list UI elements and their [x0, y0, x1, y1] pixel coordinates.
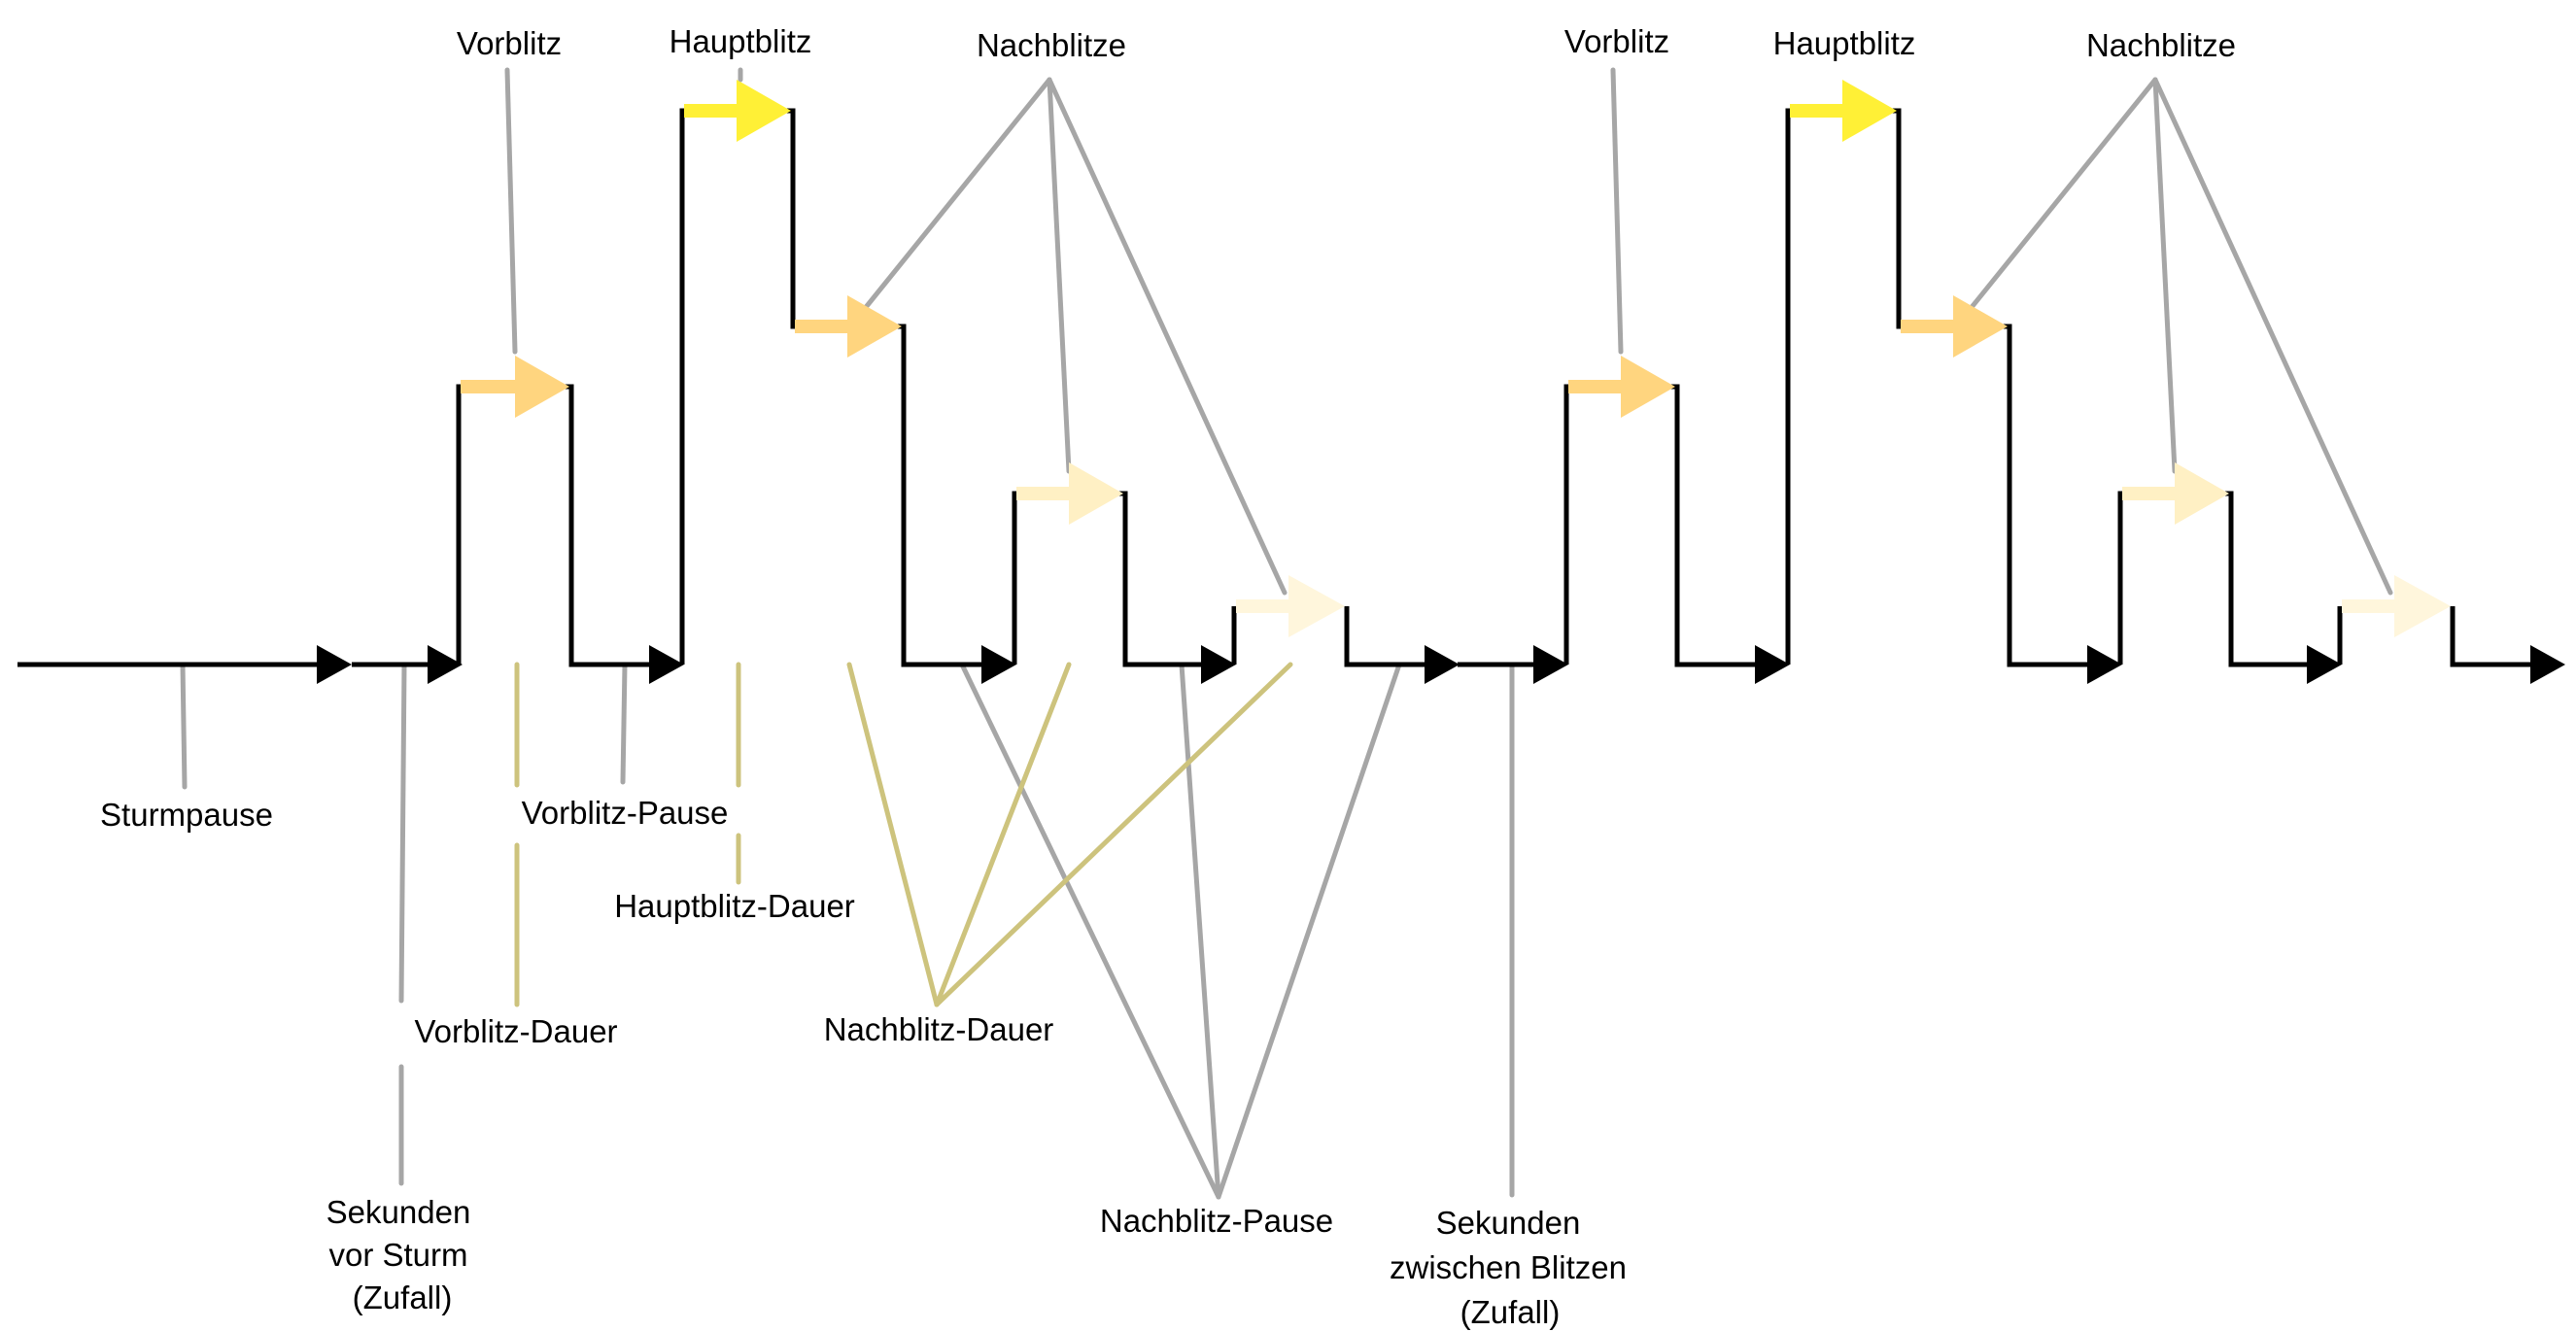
label-main-flash-1: Hauptblitz: [670, 23, 812, 59]
label-seconds-before-storm: Sekunden vor Sturm (Zufall): [326, 1194, 471, 1315]
label-pre-flash-2: Vorblitz: [1564, 23, 1669, 59]
label-line: vor Sturm: [328, 1237, 467, 1273]
leader-pre-flash-2: [1610, 67, 1624, 355]
label-main-flash-duration: Hauptblitz-Dauer: [614, 888, 855, 924]
after-flash-arrow: [795, 295, 902, 358]
after-flash-arrow: [2122, 462, 2229, 525]
main-flash-arrow: [1790, 80, 1897, 142]
after-flash-arrow: [2342, 575, 2451, 637]
labels: Vorblitz Hauptblitz Nachblitze Vorblitz …: [100, 23, 2236, 1330]
after-flash-arrow: [1901, 295, 2008, 358]
label-after-flash-duration: Nachblitz-Dauer: [824, 1011, 1054, 1047]
leader-after-flash-duration-a: [846, 662, 940, 1007]
leader-seconds-before-storm-a: [398, 662, 407, 1004]
label-storm-pause: Sturmpause: [100, 797, 273, 833]
leader-after-flashes-2-a: [1966, 77, 2158, 314]
label-line: (Zufall): [1460, 1294, 1561, 1330]
label-pre-flash-1: Vorblitz: [457, 25, 562, 61]
label-line: zwischen Blitzen: [1390, 1249, 1627, 1285]
signal-group-2-end: [2450, 606, 2546, 667]
leader-after-flash-pause-b: [1179, 662, 1221, 1200]
arrowhead: [428, 645, 463, 684]
arrowhead: [1533, 645, 1568, 684]
leader-lines-gray: [180, 67, 2393, 1200]
signal-group-1-main-flash: [679, 108, 997, 667]
main-flash-arrow: [684, 80, 791, 142]
flash-arrows: [461, 80, 2451, 637]
leader-storm-pause: [180, 662, 188, 790]
leader-after-flash-duration-c: [934, 662, 1293, 1007]
signal-group-1-end: [1344, 606, 1440, 667]
arrowhead: [2530, 645, 2565, 684]
arrowhead: [981, 645, 1016, 684]
signal-group-2-pre-flash: [1563, 384, 1769, 667]
leader-after-flash-pause-a: [959, 662, 1221, 1200]
leader-after-flashes-2-b: [2152, 77, 2178, 474]
label-line: Sekunden: [1436, 1205, 1581, 1241]
leader-lines-olive: [514, 662, 1293, 1007]
leader-after-flashes-1-a: [860, 77, 1052, 314]
signal-group-2-after-flash-2: [2117, 491, 2324, 667]
pre-flash-arrow: [461, 356, 569, 418]
label-after-flashes-1: Nachblitze: [977, 27, 1126, 63]
leader-pre-flash-pause: [620, 662, 628, 785]
label-after-flashes-2: Nachblitze: [2086, 27, 2236, 63]
label-pre-flash-duration: Vorblitz-Dauer: [414, 1013, 617, 1049]
arrowhead: [649, 645, 684, 684]
label-after-flash-pause: Nachblitz-Pause: [1100, 1203, 1333, 1239]
arrowhead: [1755, 645, 1790, 684]
arrowhead: [317, 645, 352, 684]
leader-after-flashes-1-c: [1047, 77, 1288, 596]
signal-group-2-main-flash: [1785, 108, 2103, 667]
arrowhead: [1201, 645, 1236, 684]
after-flash-arrow: [1236, 575, 1345, 637]
arrowhead: [1425, 645, 1460, 684]
leader-after-flash-duration-b: [934, 662, 1072, 1007]
label-line: Sekunden: [326, 1194, 471, 1230]
signal-group-1-pre-flash: [456, 384, 663, 667]
after-flash-arrow: [1016, 462, 1123, 525]
label-pre-flash-pause: Vorblitz-Pause: [522, 795, 729, 831]
label-main-flash-2: Hauptblitz: [1773, 25, 1916, 61]
label-seconds-between-flashes: Sekunden zwischen Blitzen (Zufall): [1390, 1205, 1627, 1330]
signal-group-1-after-flash-2: [1012, 491, 1219, 667]
pre-flash-arrow: [1568, 356, 1675, 418]
leader-after-flash-pause-c: [1216, 662, 1402, 1200]
leader-pre-flash-1: [504, 67, 518, 355]
signal-arrowheads: [317, 645, 2565, 684]
arrowhead: [2307, 645, 2342, 684]
label-line: (Zufall): [353, 1280, 453, 1315]
leader-after-flashes-2-c: [2152, 77, 2393, 596]
leader-after-flashes-1-b: [1047, 77, 1072, 474]
arrowhead: [2087, 645, 2122, 684]
